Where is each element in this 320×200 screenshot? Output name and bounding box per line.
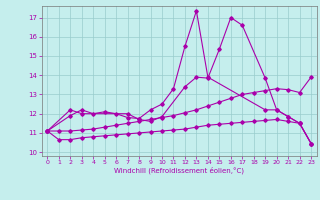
X-axis label: Windchill (Refroidissement éolien,°C): Windchill (Refroidissement éolien,°C) [114,167,244,174]
